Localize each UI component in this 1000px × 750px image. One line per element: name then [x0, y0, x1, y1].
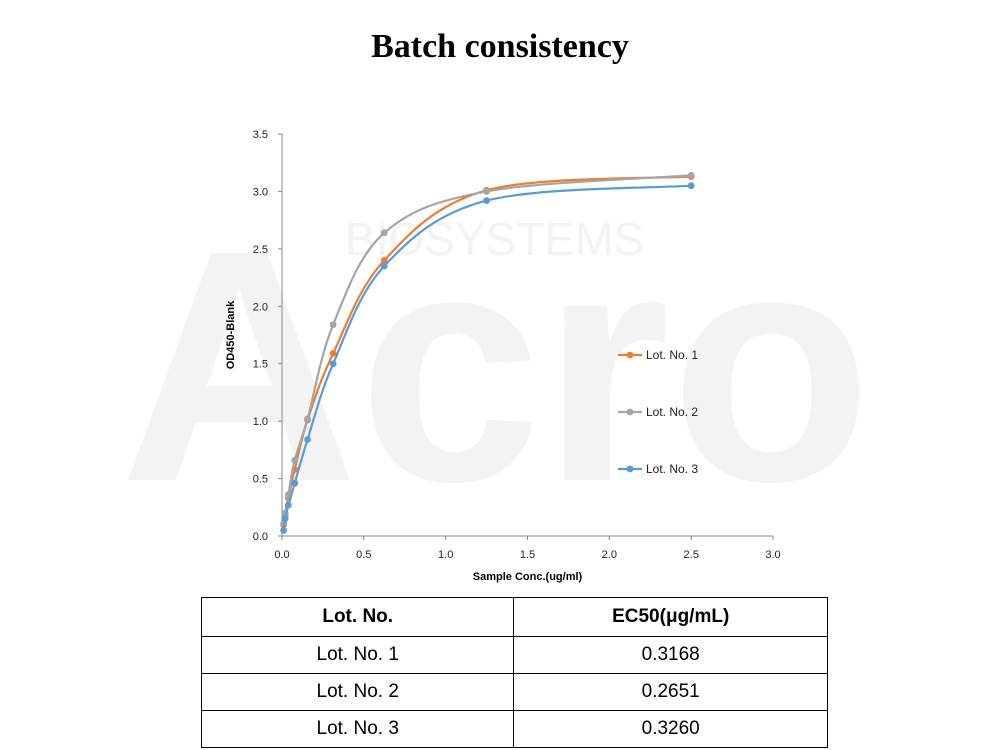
- table-cell-lot: Lot. No. 1: [200, 636, 515, 674]
- data-point: [291, 456, 299, 464]
- y-tick-label: 0.0: [253, 531, 268, 543]
- data-point: [281, 515, 289, 523]
- chart-legend: Lot. No. 1 Lot. No. 2 Lot. No. 3: [618, 348, 698, 476]
- y-tick-label: 0.5: [253, 474, 268, 486]
- data-point: [687, 171, 695, 179]
- watermark-sub: BIOSYSTEMS: [345, 213, 644, 265]
- table-row: Lot. No. 3 0.3260: [200, 710, 828, 748]
- table-cell-lot: Lot. No. 2: [200, 673, 515, 711]
- x-tick-label: 0.5: [356, 549, 371, 561]
- x-tick-label: 2.5: [684, 549, 699, 561]
- data-point: [284, 501, 292, 509]
- legend-label: Lot. No. 3: [646, 462, 698, 476]
- legend-swatch-marker: [626, 465, 634, 473]
- data-point: [380, 262, 388, 270]
- data-point: [687, 182, 695, 190]
- table-cell-lot: Lot. No. 3: [200, 710, 515, 748]
- y-tick-label: 3.0: [253, 186, 268, 198]
- table-cell-ec50: 0.2651: [513, 673, 828, 711]
- table-row: Lot. No. 1 0.3168: [200, 636, 828, 674]
- table-header-ec50: EC50(μg/mL): [513, 597, 828, 637]
- data-point: [291, 479, 299, 487]
- table-header-row: Lot. No. EC50(μg/mL): [200, 597, 828, 637]
- data-point: [380, 256, 388, 264]
- data-point: [483, 188, 490, 195]
- x-tick-label: 2.0: [602, 549, 617, 561]
- data-point: [304, 415, 311, 423]
- watermark: Acro BIOSYSTEMS: [120, 181, 872, 550]
- x-tick-label: 0.0: [274, 549, 289, 561]
- table-cell-ec50: 0.3260: [513, 710, 828, 748]
- y-tick-label: 3.5: [253, 129, 268, 141]
- series-3: [280, 182, 695, 534]
- data-point: [483, 197, 490, 205]
- x-tick-label: 3.0: [765, 549, 780, 561]
- chart-axes: 0.0 0.5 1.0 1.5 2.0 2.5 3.0 0.0 0.5 1.0 1.5 2.0 2.5 3…: [253, 129, 781, 561]
- ec50-line-chart: Acro BIOSYSTEMS 0.0 0.5 1.0 1.5 2.0 2.5 3.00.0…: [120, 129, 872, 583]
- legend-swatch-marker: [626, 408, 634, 416]
- data-point: [304, 436, 311, 443]
- data-point: [329, 349, 337, 357]
- table-cell-ec50: 0.3168: [513, 636, 828, 674]
- x-tick-label: 1.0: [438, 549, 453, 561]
- data-point: [329, 360, 337, 368]
- page-title: Batch consistency: [371, 28, 629, 65]
- legend-label: Lot. No. 2: [646, 405, 698, 419]
- y-tick-label: 1.0: [253, 416, 268, 428]
- data-point: [380, 229, 388, 237]
- ec50-table: Lot. No. EC50(μg/mL) Lot. No. 1 0.3168 L…: [200, 597, 828, 748]
- x-axis-title: Sample Conc.(ug/ml): [473, 571, 583, 583]
- data-point: [280, 526, 288, 534]
- watermark-brand: Acro: [120, 181, 872, 550]
- y-tick-label: 2.5: [253, 244, 268, 256]
- x-tick-label: 1.5: [520, 549, 535, 561]
- table-row: Lot. No. 2 0.2651: [200, 673, 828, 711]
- y-axis-title: OD450-Blank: [225, 300, 237, 369]
- table-header-lot: Lot. No.: [200, 597, 515, 637]
- legend-swatch-marker: [626, 351, 634, 359]
- legend-label: Lot. No. 1: [646, 348, 698, 362]
- data-point: [329, 321, 337, 329]
- y-tick-label: 1.5: [253, 359, 268, 371]
- y-tick-label: 2.0: [253, 301, 268, 313]
- chart-series: [280, 171, 695, 534]
